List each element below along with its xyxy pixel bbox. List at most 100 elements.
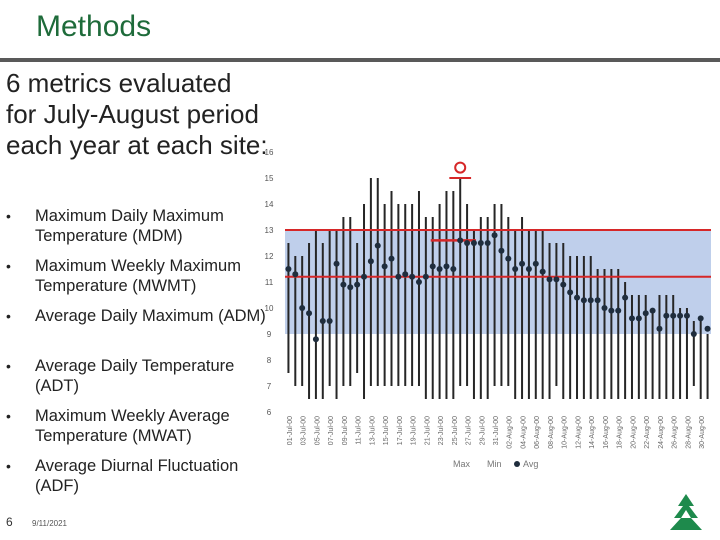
x-tick-label: 13-Jul-00 bbox=[369, 416, 376, 445]
list-item: • Maximum Weekly Maximum Temperature (MWM… bbox=[6, 256, 276, 306]
avg-point bbox=[450, 266, 457, 272]
slide-title: Methods bbox=[36, 10, 152, 43]
bullet-icon: • bbox=[6, 408, 11, 424]
y-tick-label: 15 bbox=[265, 174, 274, 183]
x-tick-label: 22-Aug-00 bbox=[644, 416, 651, 449]
bullet-icon: • bbox=[6, 308, 11, 324]
x-tick-label: 31-Jul-00 bbox=[493, 416, 500, 445]
avg-point bbox=[567, 289, 574, 296]
avg-point bbox=[677, 312, 684, 319]
avg-point bbox=[491, 232, 498, 239]
avg-point bbox=[580, 297, 587, 304]
avg-point bbox=[649, 307, 656, 314]
avg-point bbox=[395, 273, 402, 280]
avg-point bbox=[525, 266, 532, 272]
avg-point bbox=[429, 263, 436, 270]
avg-point bbox=[299, 305, 306, 311]
x-tick-label: 27-Jul-00 bbox=[466, 416, 473, 445]
avg-point bbox=[436, 266, 443, 272]
avg-point bbox=[443, 263, 450, 270]
x-tick-label: 08-Aug-00 bbox=[548, 416, 555, 449]
avg-point bbox=[326, 318, 333, 324]
avg-point bbox=[340, 281, 347, 288]
metric-label: Maximum Weekly Maximum Temperature (MWMT… bbox=[35, 257, 241, 295]
avg-point bbox=[574, 294, 581, 301]
avg-point bbox=[560, 281, 567, 288]
avg-point bbox=[464, 240, 471, 246]
avg-point bbox=[306, 310, 313, 317]
x-tick-label: 15-Jul-00 bbox=[383, 416, 390, 445]
x-tick-label: 23-Jul-00 bbox=[438, 416, 445, 445]
metric-label: Maximum Weekly Average Temperature (MWAT… bbox=[35, 407, 230, 445]
x-tick-label: 03-Jul-00 bbox=[301, 416, 308, 445]
avg-point bbox=[477, 240, 484, 246]
list-item: • Maximum Daily Maximum Temperature (MDM) bbox=[6, 206, 276, 256]
avg-point bbox=[374, 242, 381, 249]
avg-point bbox=[498, 247, 505, 254]
list-item: • Average Daily Maximum (ADM) bbox=[6, 306, 276, 356]
avg-point bbox=[319, 318, 326, 324]
avg-point bbox=[697, 315, 704, 322]
legend-label-max: Max bbox=[453, 459, 471, 469]
optimal-range-band bbox=[285, 230, 711, 334]
metric-label: Average Daily Maximum (ADM) bbox=[35, 307, 266, 325]
legend-label-min: Min bbox=[487, 459, 502, 469]
metric-label: Maximum Daily Maximum Temperature (MDM) bbox=[35, 207, 224, 245]
avg-point bbox=[388, 255, 395, 262]
avg-point bbox=[553, 276, 560, 283]
avg-point bbox=[354, 281, 361, 288]
avg-point bbox=[512, 266, 519, 272]
avg-point bbox=[622, 294, 629, 301]
avg-point bbox=[519, 260, 526, 267]
avg-point bbox=[367, 258, 374, 265]
x-tick-label: 26-Aug-00 bbox=[672, 416, 679, 449]
avg-point bbox=[670, 312, 677, 319]
avg-point bbox=[539, 268, 546, 275]
y-tick-label: 16 bbox=[265, 148, 274, 157]
y-tick-label: 10 bbox=[265, 304, 274, 313]
avg-point bbox=[292, 271, 299, 278]
avg-point bbox=[347, 284, 354, 291]
x-tick-label: 19-Jul-00 bbox=[411, 416, 418, 445]
avg-point bbox=[470, 240, 477, 246]
legend-label-avg: Avg bbox=[523, 459, 538, 469]
y-tick-label: 9 bbox=[267, 330, 272, 339]
avg-point bbox=[608, 307, 615, 314]
list-item: • Average Daily Temperature (ADT) bbox=[6, 356, 276, 406]
avg-point bbox=[285, 266, 292, 272]
x-tick-label: 17-Jul-00 bbox=[397, 416, 404, 445]
avg-point bbox=[415, 279, 422, 285]
bullet-icon: • bbox=[6, 258, 11, 274]
avg-point bbox=[683, 312, 690, 319]
avg-point bbox=[333, 260, 340, 267]
avg-point bbox=[663, 312, 670, 319]
y-tick-label: 8 bbox=[267, 356, 272, 365]
avg-point bbox=[457, 237, 464, 244]
avg-point bbox=[532, 260, 539, 267]
avg-point bbox=[615, 307, 622, 314]
bullet-icon: • bbox=[6, 458, 11, 474]
y-tick-label: 13 bbox=[265, 226, 274, 235]
avg-point bbox=[484, 240, 491, 246]
x-tick-label: 18-Aug-00 bbox=[617, 416, 624, 449]
avg-point bbox=[402, 271, 409, 278]
forest-service-logo-icon bbox=[670, 494, 702, 530]
x-tick-label: 14-Aug-00 bbox=[589, 416, 596, 449]
metric-label: Average Diurnal Fluctuation (ADF) bbox=[35, 457, 239, 495]
avg-point bbox=[704, 325, 711, 332]
avg-point bbox=[381, 263, 388, 270]
x-tick-label: 29-Jul-00 bbox=[479, 416, 486, 445]
avg-point bbox=[422, 273, 429, 280]
avg-point bbox=[409, 273, 416, 280]
x-tick-label: 02-Aug-00 bbox=[507, 416, 514, 449]
legend-avg-marker bbox=[514, 461, 520, 467]
y-tick-label: 7 bbox=[267, 382, 272, 391]
x-tick-label: 25-Jul-00 bbox=[452, 416, 459, 445]
x-tick-label: 05-Jul-00 bbox=[314, 416, 321, 445]
y-tick-label: 12 bbox=[265, 252, 274, 261]
avg-point bbox=[312, 336, 319, 343]
metric-label: Average Daily Temperature (ADT) bbox=[35, 357, 235, 395]
x-tick-label: 06-Aug-00 bbox=[534, 416, 541, 449]
x-tick-label: 11-Jul-00 bbox=[356, 416, 363, 445]
bullet-icon: • bbox=[6, 208, 11, 224]
